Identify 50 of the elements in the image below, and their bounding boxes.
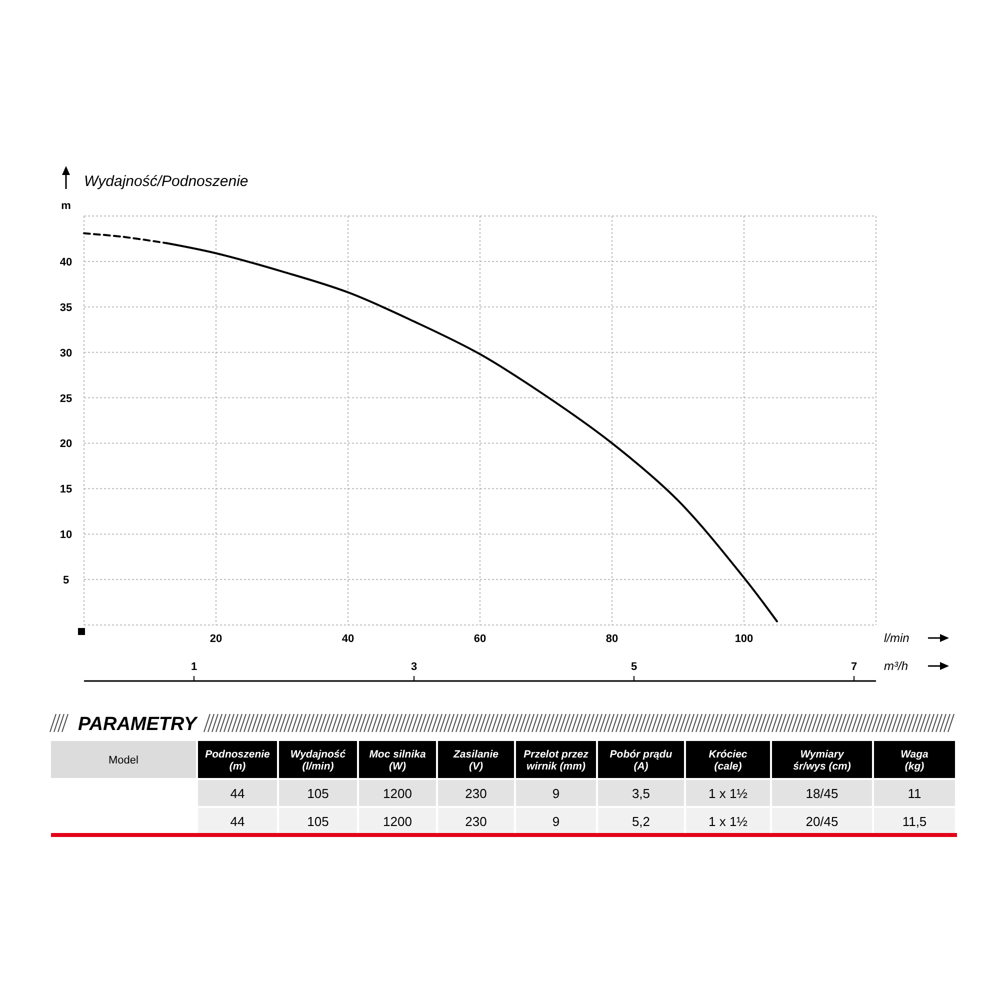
y-tick-label: 25 [60,392,72,405]
y-tick-label: 30 [60,347,72,360]
text: 44 [230,786,245,801]
text: 1 x 1½ [708,814,748,829]
text: 1 x 1½ [708,786,748,801]
category-label: Przelot przez wirnik (mm) [524,748,590,772]
text: 11,5 [902,814,927,829]
text: 105 [307,814,329,829]
category-label: Wydajność (l/min) [290,748,346,772]
x2-tick-label: 3 [410,661,418,673]
x-tick-label: 100 [734,633,754,645]
x-tick-label: 40 [342,633,354,645]
category-label: Zasilanie (V) [452,748,499,772]
x2-tick-label: 1 [190,661,198,673]
y-tick-label: 15 [60,484,72,496]
y-tick-label: 5 [62,574,70,587]
text: 105 [307,786,329,801]
text: 230 [465,814,487,829]
x2-axis-title: m³/h [884,659,908,673]
text: 5,2 [632,814,650,829]
x2-tick-label: 7 [850,661,858,673]
text: 230 [465,786,487,801]
y-tick-label: 10 [60,529,72,542]
text: 1200 [383,786,412,801]
y-tick-label: 35 [60,302,72,314]
category-label: Podnoszenie (m) [205,748,270,772]
text: 18/45 [806,786,838,801]
category-label: Moc silnika (W) [369,748,426,772]
text: 20/45 [806,814,838,829]
category-label: Króciec (cale) [708,748,748,772]
x-tick-label: 60 [474,633,486,645]
category-label: Waga (kg) [900,748,929,772]
text: PARAMETRY [78,714,199,735]
text: 11 [908,786,922,801]
x2-tick-label: 5 [630,661,638,673]
y-tick-label: 40 [60,256,72,268]
text: 9 [552,786,560,801]
y-axis-title: m [61,200,72,212]
text: 44 [230,814,245,829]
category-label: Pobór prądu (A) [610,748,673,772]
x-axis-title: l/min [884,631,910,645]
y-tick-label: 20 [60,438,72,450]
text: 3,5 [632,786,650,801]
category-label: Wymiary śr/wys (cm) [793,748,852,772]
x-tick-label: 80 [606,633,618,645]
text: 9 [552,814,560,829]
chart-title: Wydajność/Podnoszenie [84,173,248,190]
x-tick-label: 20 [210,633,222,645]
category-label: Model [108,754,138,766]
text: 1200 [383,814,412,829]
